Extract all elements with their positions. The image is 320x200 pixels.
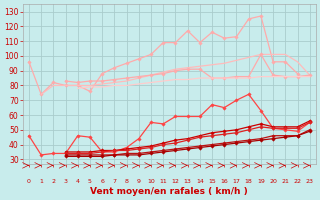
X-axis label: Vent moyen/en rafales ( km/h ): Vent moyen/en rafales ( km/h ) [91, 187, 248, 196]
